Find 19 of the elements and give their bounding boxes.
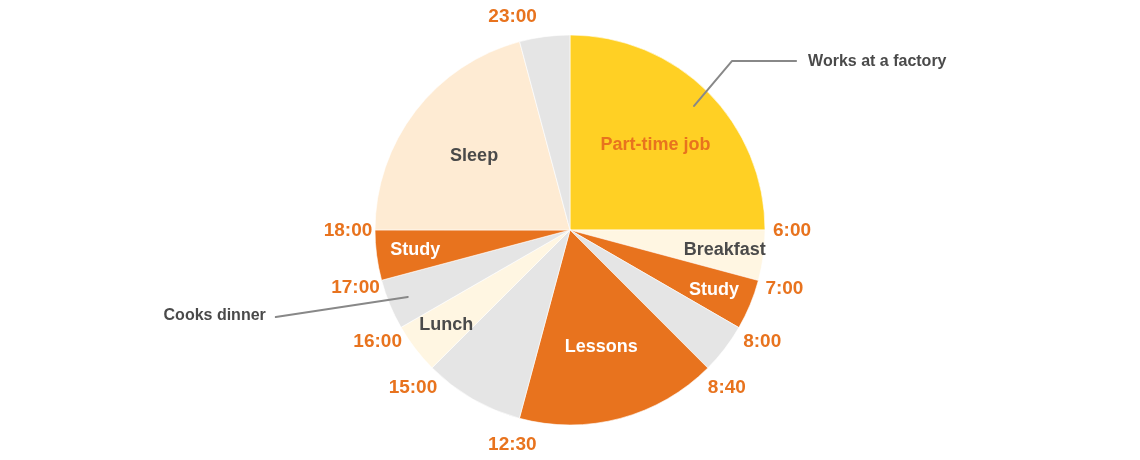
text: 8:40 [707,376,746,398]
text: Works at a factory [808,51,947,69]
text: Cooks dinner [163,306,266,324]
slice-label: Breakfast [683,239,766,260]
text: 18:00 [323,218,373,240]
text: 16:00 [353,329,402,351]
slice-label: Study [689,278,740,299]
slice-label: Study [390,239,441,260]
text: 8:00 [743,330,782,352]
text: 12:30 [488,433,537,455]
text: 23:00 [488,4,537,26]
text: 17:00 [331,276,380,298]
text: 6:00 [772,219,812,240]
slice-label: Sleep [450,145,499,166]
slice-label: Lunch [419,313,474,334]
slice-label: Part-time job [600,133,711,154]
text: 15:00 [388,375,438,397]
slice-label: Lessons [564,335,638,356]
text: 7:00 [765,276,804,298]
